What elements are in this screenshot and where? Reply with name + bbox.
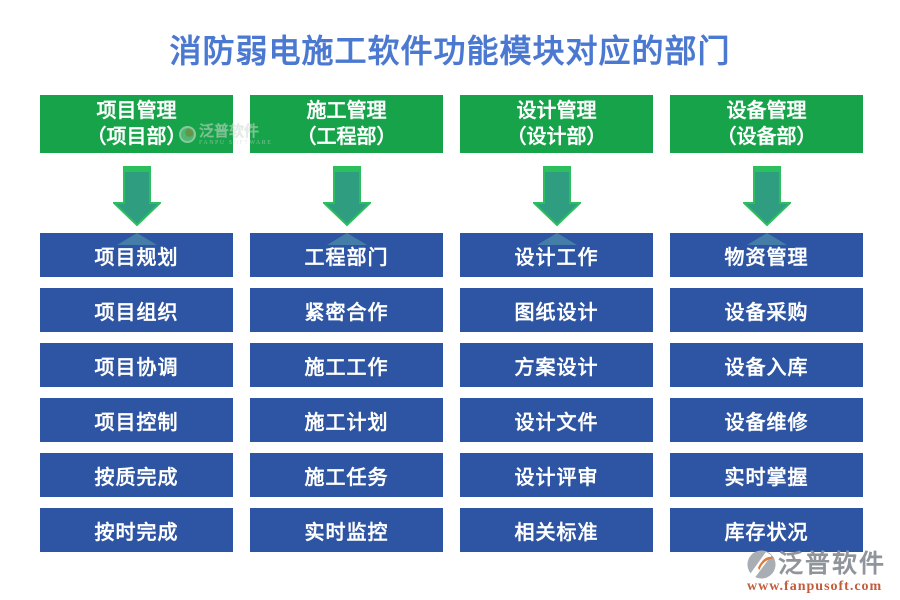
module-box-label: 按时完成: [94, 521, 179, 544]
column-equipment-management: 设备管理 （设备部） 物资管理 设备采购 设备入库 设备维修 实时掌握 库存状况: [670, 95, 863, 552]
fanpu-brand-text: 泛普软件: [777, 551, 886, 578]
header-module-name: 设备管理: [726, 100, 807, 122]
module-box-label: 设计文件: [514, 411, 599, 434]
module-box-list: 物资管理 设备采购 设备入库 设备维修 实时掌握 库存状况: [670, 233, 863, 552]
module-box-list: 工程部门 紧密合作 施工工作 施工计划 施工任务 实时监控: [250, 233, 443, 552]
module-box: 按质完成: [40, 453, 233, 497]
module-box-label: 设计工作: [514, 246, 599, 269]
module-box-label: 施工任务: [304, 466, 389, 489]
module-box: 设备入库: [670, 343, 863, 387]
module-box: 项目规划: [40, 233, 233, 277]
fanpu-website-text: www.fanpusoft.com: [746, 579, 883, 594]
module-box-label: 设备入库: [724, 356, 809, 379]
module-box: 项目控制: [40, 398, 233, 442]
down-arrow-icon: [322, 153, 371, 233]
department-header: 设备管理 （设备部）: [670, 95, 863, 153]
module-box-label: 项目组织: [94, 301, 179, 324]
module-box: 图纸设计: [460, 288, 653, 332]
module-box-label: 方案设计: [514, 356, 599, 379]
module-box: 施工工作: [250, 343, 443, 387]
header-module-name: 施工管理: [306, 100, 387, 122]
arrow-reflection: [746, 233, 787, 245]
department-header: 项目管理 （项目部）: [40, 95, 233, 153]
module-box: 设备维修: [670, 398, 863, 442]
module-box-list: 项目规划 项目组织 项目协调 项目控制 按质完成 按时完成: [40, 233, 233, 552]
module-box-label: 施工工作: [304, 356, 389, 379]
header-department-name: （项目部）: [86, 126, 187, 148]
header-module-name: 项目管理: [96, 100, 177, 122]
department-header: 设计管理 （设计部）: [460, 95, 653, 153]
module-box: 方案设计: [460, 343, 653, 387]
module-columns: 项目管理 （项目部） 项目规划 项目组织 项目协调 项目控制 按质完成 按时完成: [40, 95, 863, 552]
module-box-label: 设备采购: [724, 301, 809, 324]
module-box: 紧密合作: [250, 288, 443, 332]
module-box-label: 紧密合作: [304, 301, 389, 324]
column-design-management: 设计管理 （设计部） 设计工作 图纸设计 方案设计 设计文件 设计评审 相关标准: [460, 95, 653, 552]
module-box-label: 设计评审: [514, 466, 599, 489]
department-header: 施工管理 （工程部）: [250, 95, 443, 153]
module-box: 项目协调: [40, 343, 233, 387]
fanpu-logo: 泛普软件 www.fanpusoft.com: [747, 550, 886, 594]
module-box: 项目组织: [40, 288, 233, 332]
fanpu-logo-icon: [747, 550, 776, 579]
module-box: 实时监控: [250, 508, 443, 552]
module-box-label: 实时掌握: [724, 466, 809, 489]
header-department-name: （设计部）: [506, 126, 607, 148]
down-arrow-icon: [532, 153, 581, 233]
module-box-label: 项目协调: [94, 356, 179, 379]
module-box: 库存状况: [670, 508, 863, 552]
down-arrow-icon: [742, 153, 791, 233]
header-department-name: （工程部）: [296, 126, 397, 148]
module-box-label: 工程部门: [304, 246, 389, 269]
module-box: 设计工作: [460, 233, 653, 277]
module-box: 设计评审: [460, 453, 653, 497]
header-module-name: 设计管理: [516, 100, 597, 122]
arrow-reflection: [116, 233, 157, 245]
module-box: 相关标准: [460, 508, 653, 552]
page-title: 消防弱电施工软件功能模块对应的部门: [169, 33, 731, 69]
module-box: 实时掌握: [670, 453, 863, 497]
module-box-label: 项目控制: [94, 411, 179, 434]
module-box-label: 物资管理: [724, 246, 809, 269]
module-box-label: 施工计划: [304, 411, 389, 434]
module-box: 设计文件: [460, 398, 653, 442]
header-department-name: （设备部）: [716, 126, 817, 148]
module-box: 工程部门: [250, 233, 443, 277]
module-box: 按时完成: [40, 508, 233, 552]
arrow-reflection: [536, 233, 577, 245]
module-box-label: 按质完成: [94, 466, 179, 489]
module-box-label: 相关标准: [514, 521, 599, 544]
module-box: 施工任务: [250, 453, 443, 497]
module-box: 物资管理: [670, 233, 863, 277]
module-box-list: 设计工作 图纸设计 方案设计 设计文件 设计评审 相关标准: [460, 233, 653, 552]
module-box-label: 实时监控: [304, 521, 389, 544]
column-project-management: 项目管理 （项目部） 项目规划 项目组织 项目协调 项目控制 按质完成 按时完成: [40, 95, 233, 552]
arrow-reflection: [326, 233, 367, 245]
module-box-label: 图纸设计: [514, 301, 599, 324]
module-box-label: 库存状况: [724, 521, 809, 544]
module-box: 设备采购: [670, 288, 863, 332]
down-arrow-icon: [112, 153, 161, 233]
module-box-label: 项目规划: [94, 246, 179, 269]
module-box-label: 设备维修: [724, 411, 809, 434]
module-box: 施工计划: [250, 398, 443, 442]
column-construction-management: 施工管理 （工程部） 工程部门 紧密合作 施工工作 施工计划 施工任务 实时监控: [250, 95, 443, 552]
